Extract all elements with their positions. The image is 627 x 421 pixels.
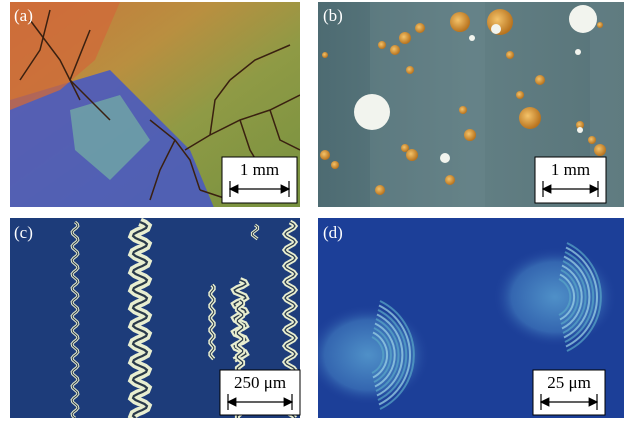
bubble <box>575 49 581 55</box>
droplet <box>331 161 339 169</box>
bubble <box>469 35 475 41</box>
panel-label: (b) <box>323 6 343 25</box>
droplet <box>594 144 606 156</box>
bubble <box>354 94 390 130</box>
droplet <box>415 23 425 33</box>
scale-bar: 1 mm <box>222 157 297 203</box>
droplet <box>378 41 386 49</box>
scale-bar-label: 25 μm <box>547 373 591 392</box>
panel-label: (c) <box>14 223 33 242</box>
droplet <box>535 75 545 85</box>
droplet <box>390 45 400 55</box>
droplet <box>399 32 411 44</box>
droplet <box>459 106 467 114</box>
panel-label: (d) <box>323 223 343 242</box>
bubble <box>440 153 450 163</box>
scale-bar-label: 1 mm <box>240 160 279 179</box>
droplet <box>597 22 603 28</box>
bubble <box>577 127 583 133</box>
bubble <box>569 5 597 33</box>
droplet <box>519 107 541 129</box>
droplet <box>506 51 514 59</box>
page: (a) (b) (c) (d) 1 mm1 mm250 μm25 μm (() … <box>0 0 627 421</box>
droplet <box>445 175 455 185</box>
scale-bar: 1 mm <box>535 157 606 203</box>
droplet <box>588 136 596 144</box>
scale-bar-label: 250 μm <box>234 373 286 392</box>
figure: (a) (b) (c) (d) 1 mm 1 mm 250 μm 25 μm <box>0 0 627 421</box>
scale-bar: 250 μm <box>220 370 300 415</box>
droplet <box>375 185 385 195</box>
scale-bar-label: 1 mm <box>551 160 590 179</box>
glow <box>493 247 617 347</box>
glow <box>306 305 430 405</box>
scale-bar: 25 μm <box>533 370 605 415</box>
droplet <box>322 52 328 58</box>
droplet <box>406 66 414 74</box>
droplet <box>516 91 524 99</box>
panel-label: (a) <box>14 6 33 25</box>
droplet <box>464 129 476 141</box>
droplet <box>320 150 330 160</box>
droplet <box>401 144 409 152</box>
droplet <box>450 12 470 32</box>
bubble <box>491 24 501 34</box>
